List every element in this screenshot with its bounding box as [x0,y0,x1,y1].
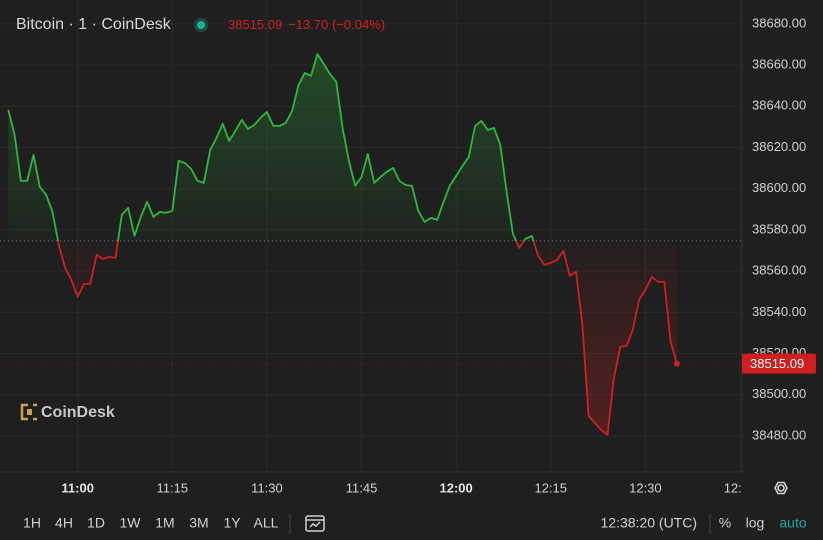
timeframe-button[interactable]: 1M [155,515,174,531]
status-dot [197,21,205,29]
scale-option[interactable]: % [719,515,731,531]
x-tick-label: 11:30 [251,480,283,495]
watermark: CoinDesk [41,404,115,421]
timeframe-button[interactable]: 1Y [223,515,241,531]
scale-option[interactable]: auto [779,515,806,531]
settings-button[interactable] [774,481,788,495]
y-tick-label: 38640.00 [752,98,806,113]
y-tick-label: 38600.00 [752,180,806,195]
y-tick-label: 38680.00 [752,15,806,30]
y-tick-label: 38580.00 [752,221,806,236]
watermark-logo [20,403,37,421]
last-price: 38515.09 [228,17,282,32]
timeframe-button[interactable]: 4H [55,515,73,531]
clock: 12:38:20 (UTC) [601,515,697,531]
price-change: −13.70 (−0.04%) [288,17,385,32]
compare-button[interactable] [305,515,325,532]
x-tick-label: 12:45 [724,480,757,495]
y-tick-label: 38620.00 [752,139,806,154]
y-tick-label: 38660.00 [752,57,806,72]
quote: 38515.09 −13.70 (−0.04%) [228,17,385,32]
timeframe-button[interactable]: 3M [189,515,208,531]
timeframe-button[interactable]: ALL [254,515,279,531]
plot [0,53,742,436]
x-tick-label: 12:00 [440,480,473,495]
timeframe-button[interactable]: 1H [23,515,41,531]
last-point [673,360,680,367]
price-line [7,53,678,436]
timeframe-button[interactable]: 1W [120,515,142,531]
y-tick-label: 38480.00 [752,427,806,442]
y-tick-label: 38500.00 [752,386,806,401]
y-tick-label: 38540.00 [752,304,806,319]
price-label-box [742,353,816,374]
toolbar: 1H 4H 1D 1W 1M 3M 1Y ALL 12:38:20 (UTC)% log auto [23,515,807,531]
x-tick-label: 12:30 [629,480,662,495]
y-tick-label: 38560.00 [752,263,806,278]
x-axis: 11:00 11:15 11:30 11:45 12:00 12:15 12:30 12:45 [61,480,757,495]
x-tick-label: 11:15 [157,480,189,495]
y-axis: 38480.0038500.0038520.0038540.0038560.00… [752,15,806,442]
timeframe-button[interactable]: 1D [87,515,105,531]
price-label: 38515.09 [750,356,804,371]
x-tick-label: 11:00 [61,480,94,495]
scale-option[interactable]: log [746,515,765,531]
x-tick-label: 11:45 [346,480,378,495]
x-tick-label: 12:15 [534,480,567,495]
chart-title: Bitcoin · 1 · CoinDesk [16,16,172,33]
